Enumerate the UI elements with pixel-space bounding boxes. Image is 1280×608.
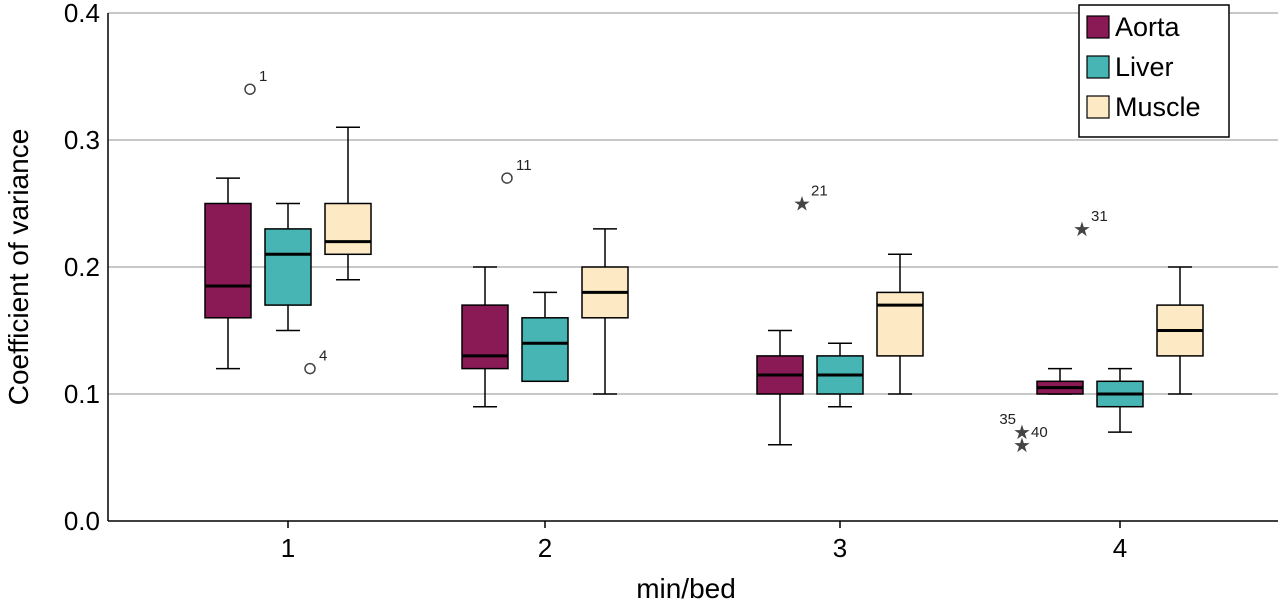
box-liver-4 xyxy=(1096,367,1144,433)
outlier-circle xyxy=(304,362,316,375)
y-tick-label: 0.2 xyxy=(64,252,100,282)
box-muscle-2 xyxy=(581,228,629,395)
x-tick-label: 1 xyxy=(281,533,295,563)
outlier-circle xyxy=(501,172,513,184)
y-tick-label: 0.0 xyxy=(64,506,100,536)
x-tick-labels: 1 2 3 4 xyxy=(281,521,1127,563)
legend-swatch-liver xyxy=(1086,55,1110,79)
box-muscle-1 xyxy=(324,126,372,281)
legend-label-liver: Liver xyxy=(1115,52,1174,82)
outlier-label: 21 xyxy=(811,183,828,200)
legend-label-aorta: Aorta xyxy=(1115,12,1181,42)
box-iqr xyxy=(204,202,252,319)
outlier-star: ★ xyxy=(1013,433,1031,457)
box-muscle-3 xyxy=(876,253,924,395)
x-tick-label: 2 xyxy=(538,533,552,563)
box-iqr xyxy=(324,202,372,256)
box-aorta-3 xyxy=(756,329,804,446)
box-iqr xyxy=(461,304,509,370)
x-tick-label: 3 xyxy=(833,533,847,563)
outlier-label: 4 xyxy=(319,348,327,365)
legend-label-muscle: Muscle xyxy=(1115,92,1201,122)
outlier-star: ★ xyxy=(1013,420,1031,444)
y-tick-label: 0.3 xyxy=(64,125,100,155)
box-aorta-4 xyxy=(1036,367,1084,395)
outlier-label: 35 xyxy=(999,411,1016,428)
box-liver-1 xyxy=(264,202,312,332)
y-tick-label: 0.4 xyxy=(64,0,100,28)
legend-swatch-muscle xyxy=(1086,95,1110,119)
box-iqr xyxy=(521,317,569,383)
box-iqr xyxy=(876,291,924,357)
box-muscle-4 xyxy=(1156,266,1204,395)
x-tick-label: 4 xyxy=(1113,533,1127,563)
box-liver-3 xyxy=(816,342,864,408)
legend: Aorta Liver Muscle xyxy=(1078,4,1230,138)
outlier-circle xyxy=(244,83,256,95)
outlier-star: ★ xyxy=(1073,217,1091,241)
box-aorta-2 xyxy=(461,266,509,408)
box-aorta-1 xyxy=(204,177,252,370)
y-tick-labels: 0.0 0.1 0.2 0.3 0.4 xyxy=(64,0,100,536)
x-axis-title: min/bed xyxy=(636,573,736,604)
outlier-label: 1 xyxy=(259,68,267,85)
y-tick-label: 0.1 xyxy=(64,379,100,409)
outlier-star: ★ xyxy=(793,192,811,216)
axes xyxy=(107,13,1278,522)
legend-swatch-aorta xyxy=(1086,15,1110,39)
outlier-label: 31 xyxy=(1091,208,1108,225)
box-liver-2 xyxy=(521,291,569,383)
boxes xyxy=(204,126,1204,446)
outlier-label: 11 xyxy=(516,157,532,174)
y-axis-title: Coefficient of variance xyxy=(3,129,34,406)
outlier-label: 40 xyxy=(1031,424,1048,441)
box-iqr xyxy=(264,228,312,306)
